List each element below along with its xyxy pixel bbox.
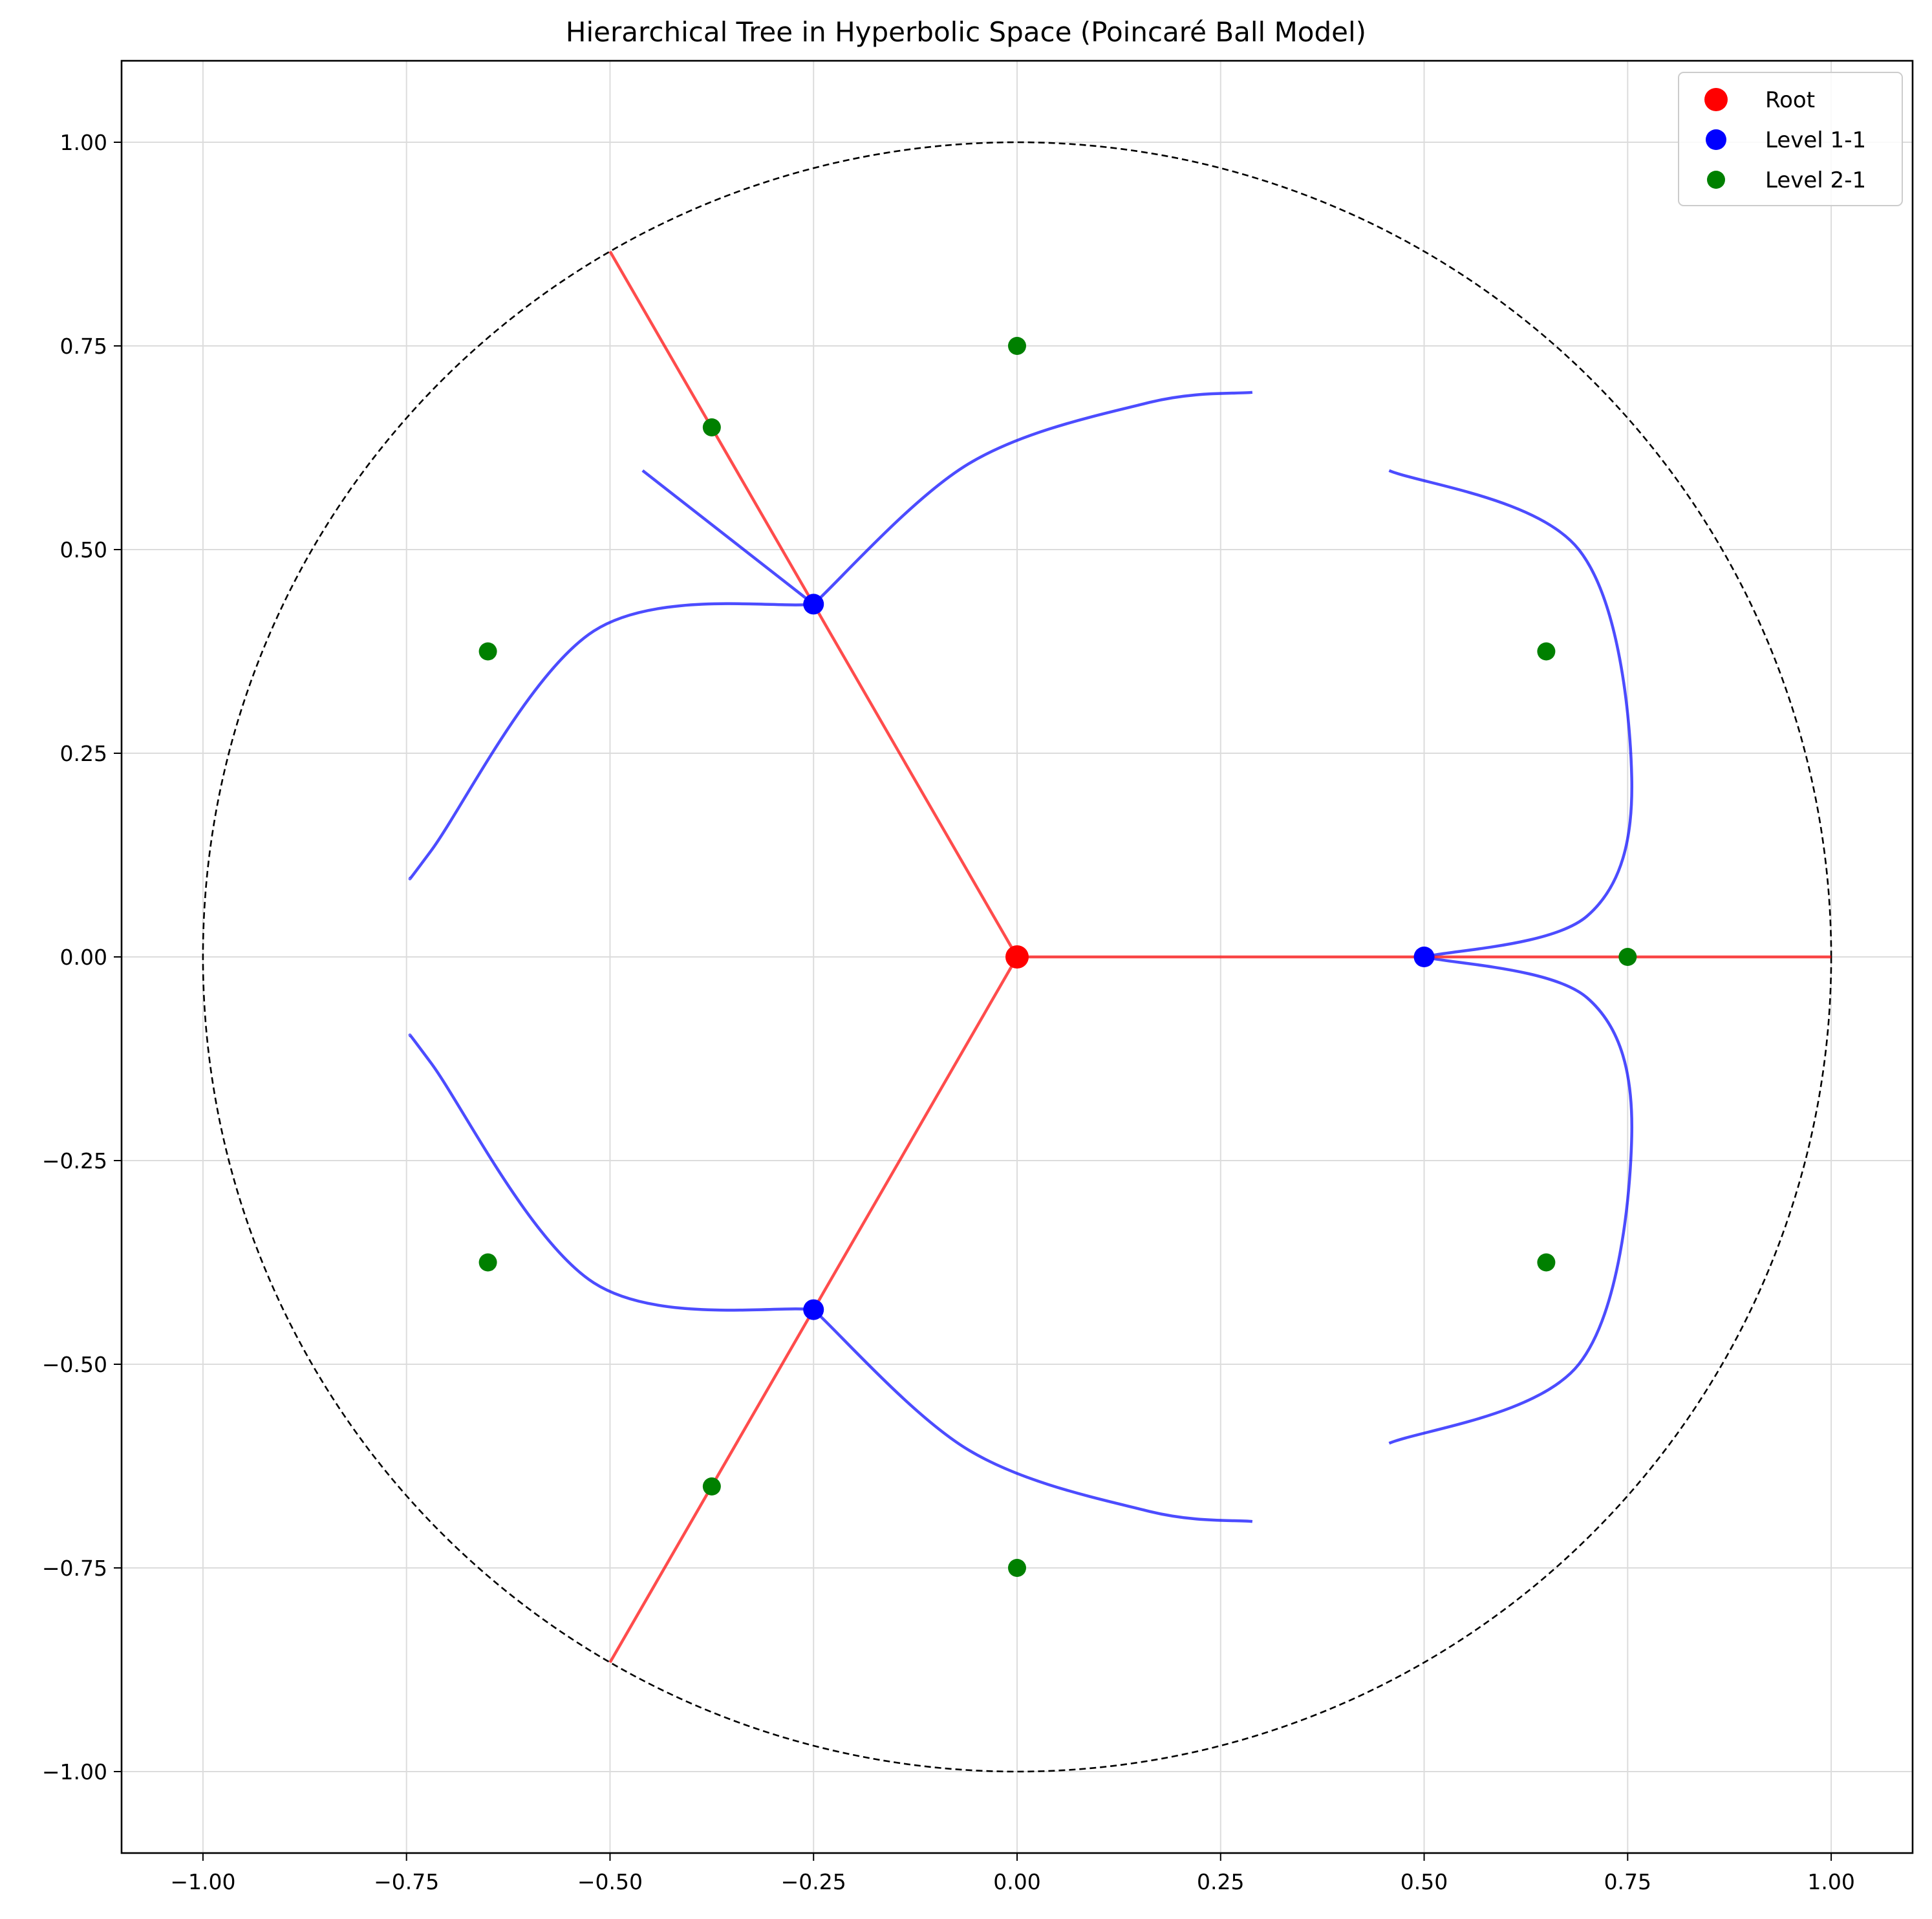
data-point-1 [1413, 947, 1435, 967]
data-point-2 [1537, 1253, 1556, 1272]
data-point-2 [1537, 642, 1556, 661]
data-point-2 [1008, 337, 1026, 355]
chart-title: Hierarchical Tree in Hyperbolic Space (P… [566, 16, 1366, 48]
legend-label: Level 1-1 [1765, 127, 1866, 153]
data-point-2 [478, 642, 497, 661]
x-tick-label: −0.75 [374, 1869, 439, 1894]
data-point-2 [702, 1477, 721, 1496]
data-point-0 [1005, 945, 1029, 969]
data-point-1 [803, 1299, 824, 1320]
legend-marker [1704, 88, 1728, 111]
x-tick-label: −0.50 [577, 1869, 643, 1894]
level1-geodesic [408, 1033, 814, 1312]
y-tick-label: −0.25 [42, 1148, 107, 1174]
legend-marker [1706, 129, 1726, 150]
x-tick-label: −1.00 [170, 1869, 235, 1894]
y-tick-label: 0.75 [60, 334, 107, 359]
legend-label: Root [1765, 87, 1815, 113]
point-layer [478, 337, 1637, 1577]
level1-geodesic [408, 602, 814, 881]
level1-geodesic [812, 1308, 1253, 1523]
x-tick-label: 0.50 [1401, 1869, 1448, 1894]
level1-geodesic [641, 469, 815, 606]
legend-marker [1707, 171, 1725, 189]
level1-geodesic [812, 391, 1253, 606]
data-point-2 [1008, 1559, 1026, 1577]
data-point-2 [1618, 948, 1637, 966]
x-tick-label: 0.75 [1604, 1869, 1651, 1894]
y-tick-label: −0.75 [42, 1556, 107, 1581]
y-tick-label: 0.50 [60, 537, 107, 563]
y-tick-label: −1.00 [42, 1759, 107, 1785]
x-tick-label: 0.00 [993, 1869, 1040, 1894]
level1-geodesic [1388, 955, 1634, 1445]
legend-label: Level 2-1 [1765, 167, 1866, 193]
data-point-2 [702, 418, 721, 436]
data-point-2 [478, 1253, 497, 1272]
data-point-1 [803, 594, 824, 615]
tick-layer: −1.00 −0.75 −0.50 −0.25 0.00 0.25 0.50 0.75 1.00… [42, 130, 1855, 1894]
y-tick-label: 0.00 [60, 945, 107, 970]
x-tick-label: 0.25 [1197, 1869, 1244, 1894]
level1-geodesic [1388, 469, 1634, 959]
x-tick-label: −0.25 [781, 1869, 846, 1894]
y-tick-label: 1.00 [60, 130, 107, 155]
y-tick-label: −0.50 [42, 1352, 107, 1377]
x-tick-label: 1.00 [1807, 1869, 1854, 1894]
legend: Root Level 1-1 Level 2-1 [1678, 72, 1903, 206]
y-tick-label: 0.25 [60, 741, 107, 766]
legend-box [1678, 72, 1903, 206]
